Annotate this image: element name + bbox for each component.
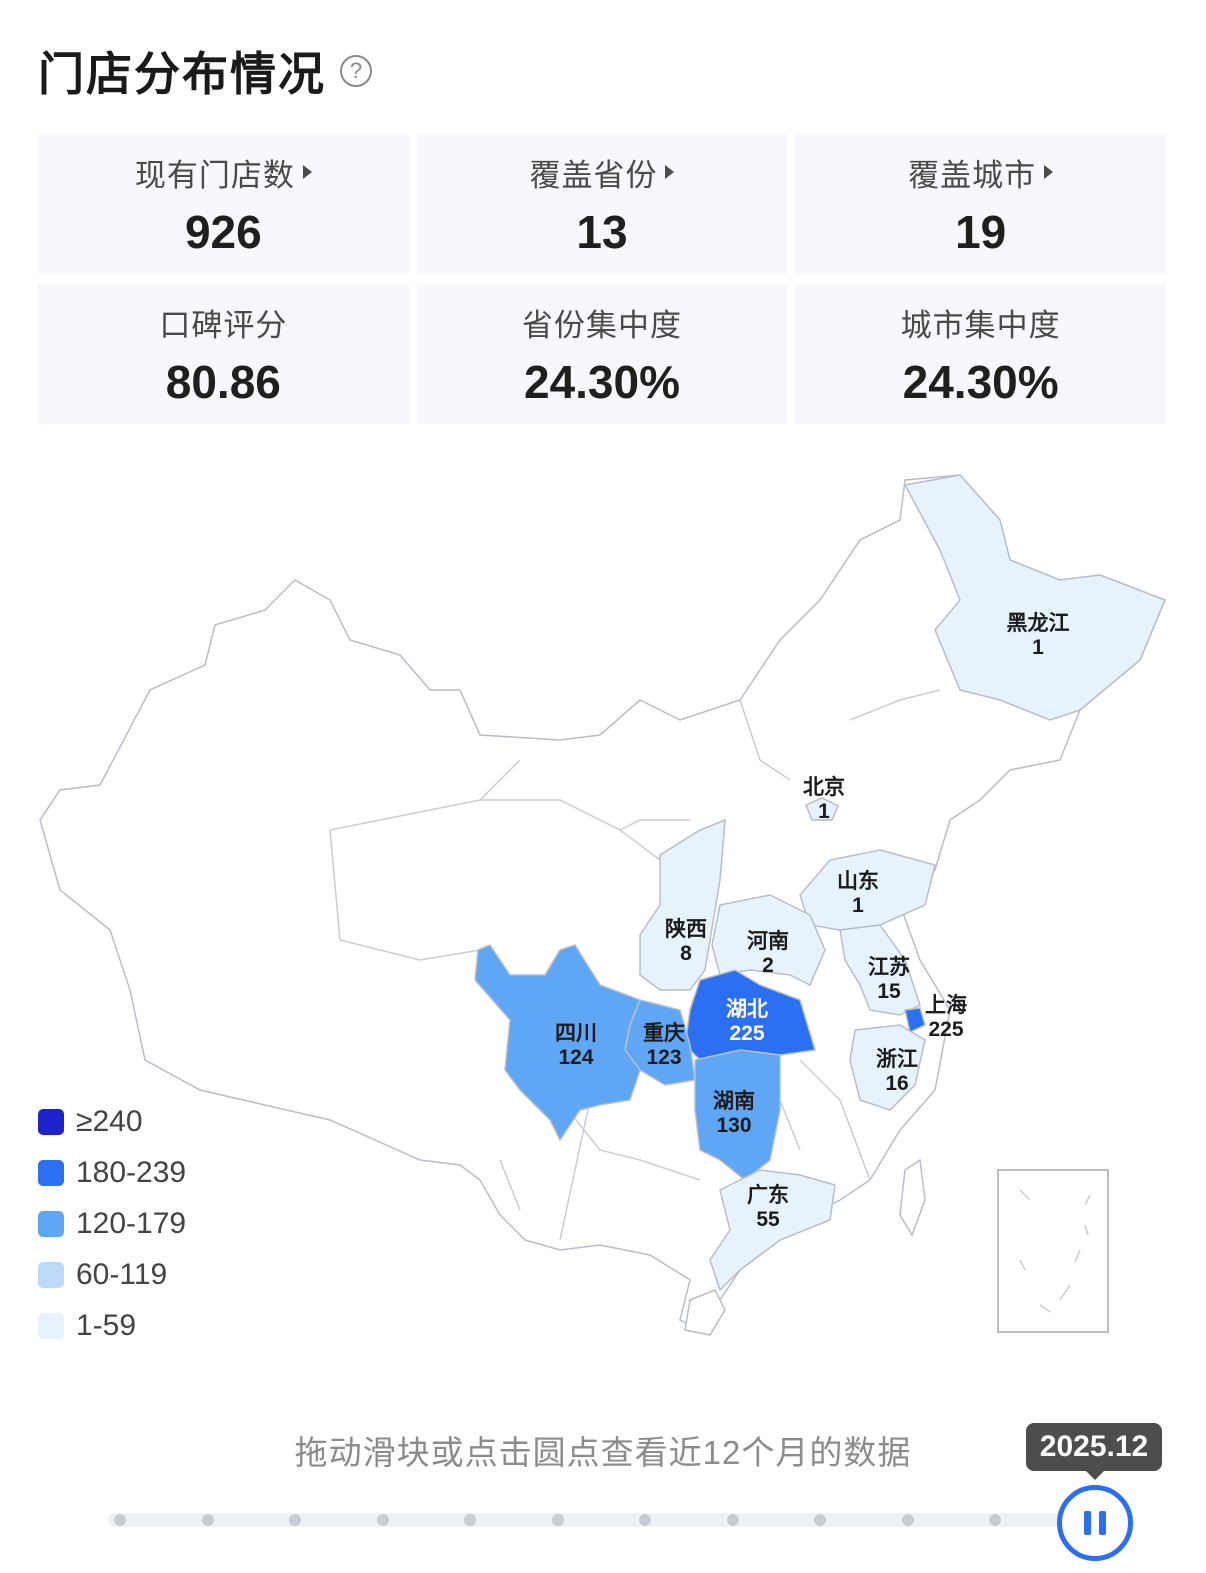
- stat-label: 覆盖城市: [908, 157, 1037, 193]
- legend-item[interactable]: 180-239: [38, 1147, 186, 1198]
- month-dot[interactable]: [639, 1514, 651, 1526]
- stat-label: 覆盖省份: [529, 157, 658, 193]
- stat-value: 926: [184, 205, 262, 258]
- month-dot[interactable]: [201, 1514, 214, 1526]
- month-dot[interactable]: [814, 1514, 826, 1526]
- map-svg: [39, 474, 1166, 1336]
- legend-item[interactable]: ≥240: [38, 1096, 186, 1147]
- province-guangdong[interactable]: [709, 1169, 836, 1292]
- province-label-shandong: 山东 1: [837, 870, 879, 917]
- month-dot[interactable]: [289, 1514, 301, 1526]
- stats-grid: 现有门店数 926 覆盖省份 13 覆盖城市 19 口碑评分 80.86 省份集…: [38, 134, 1166, 424]
- stat-label: 省份集中度: [521, 307, 682, 343]
- province-taiwan: [899, 1158, 926, 1237]
- province-label-henan: 河南 2: [747, 930, 789, 977]
- pause-icon: [1084, 1511, 1091, 1535]
- help-icon[interactable]: ?: [340, 55, 372, 87]
- map-outline: [39, 474, 1166, 1331]
- legend-swatch: [38, 1312, 64, 1339]
- province-shaanxi[interactable]: [639, 818, 726, 991]
- province-label-shanghai: 上海 225: [925, 994, 967, 1041]
- stat-value: 24.30%: [902, 355, 1059, 408]
- month-dot[interactable]: [989, 1514, 1001, 1526]
- legend-swatch: [38, 1210, 64, 1237]
- legend-swatch: [38, 1261, 64, 1288]
- province-henan[interactable]: [711, 894, 826, 987]
- caret-right-icon: [665, 165, 675, 179]
- province-heilongjiang[interactable]: [903, 474, 1166, 721]
- stat-value: 13: [576, 205, 628, 258]
- province-label-jiangsu: 江苏 15: [868, 956, 910, 1003]
- province-shanghai[interactable]: [904, 1007, 926, 1034]
- stat-province-concentration: 省份集中度 24.30%: [416, 284, 788, 424]
- province-zhejiang[interactable]: [849, 1024, 926, 1111]
- stat-city-concentration: 城市集中度 24.30%: [795, 284, 1166, 424]
- timeline-hint: 拖动滑块或点击圆点查看近12个月的数据: [294, 1434, 912, 1471]
- month-dot[interactable]: [901, 1514, 914, 1526]
- province-hainan: [684, 1289, 726, 1336]
- legend-item[interactable]: 1-59: [38, 1300, 186, 1351]
- stat-province-count[interactable]: 覆盖省份 13: [416, 134, 788, 274]
- legend-swatch: [38, 1159, 64, 1186]
- stat-value: 19: [955, 205, 1007, 258]
- province-hunan[interactable]: [694, 1049, 781, 1181]
- province-label-sichuan: 四川 124: [555, 1022, 597, 1069]
- province-label-guangdong: 广东 55: [747, 1184, 789, 1231]
- stat-rating: 口碑评分 80.86: [38, 284, 409, 424]
- current-month-badge: 2025.12: [1026, 1423, 1162, 1480]
- china-map[interactable]: 黑龙江 1 北京 1 山东 1 陕西 8 河南 2 江苏 15 湖北 225 上海 225 四川…: [0, 460, 1206, 1360]
- legend-item[interactable]: 120-179: [38, 1198, 186, 1249]
- month-dot[interactable]: [114, 1514, 126, 1526]
- province-sichuan[interactable]: [474, 944, 641, 1142]
- month-dot[interactable]: [551, 1514, 564, 1526]
- stat-store-count[interactable]: 现有门店数 926: [38, 134, 409, 274]
- stat-city-count[interactable]: 覆盖城市 19: [795, 134, 1166, 274]
- province-label-heilongjiang: 黑龙江 1: [1006, 612, 1070, 659]
- stat-value: 80.86: [165, 355, 281, 408]
- stat-label: 现有门店数: [134, 157, 295, 193]
- month-slider[interactable]: [108, 1510, 1138, 1530]
- province-jiangsu[interactable]: [839, 924, 921, 1016]
- pause-button[interactable]: [1057, 1485, 1133, 1561]
- province-label-hunan: 湖南 130: [713, 1090, 755, 1137]
- page-title: 门店分布情况: [38, 48, 326, 100]
- legend-item[interactable]: 60-119: [38, 1249, 186, 1300]
- stat-label: 口碑评分: [159, 307, 288, 343]
- caret-right-icon: [1044, 165, 1054, 179]
- legend-swatch: [38, 1108, 64, 1135]
- province-label-beijing: 北京 1: [803, 776, 845, 823]
- slider-track[interactable]: [108, 1513, 1108, 1527]
- month-dot[interactable]: [726, 1514, 739, 1526]
- south-china-sea-inset: [997, 1169, 1109, 1333]
- month-dot[interactable]: [376, 1514, 389, 1526]
- map-legend: ≥240 180-239 120-179 60-119 1-59: [38, 1096, 186, 1351]
- province-label-chongqing: 重庆 123: [643, 1022, 685, 1069]
- pause-icon: [1099, 1511, 1106, 1535]
- province-label-hubei: 湖北 225: [726, 998, 768, 1045]
- caret-right-icon: [302, 165, 312, 179]
- province-shandong[interactable]: [799, 849, 936, 931]
- page-title-row: 门店分布情况 ?: [38, 38, 372, 104]
- month-dot[interactable]: [464, 1514, 476, 1526]
- province-borders: [329, 689, 941, 1241]
- stat-label: 城市集中度: [900, 307, 1061, 343]
- inset-islands: [1019, 1189, 1091, 1313]
- stat-value: 24.30%: [523, 355, 680, 408]
- province-label-zhejiang: 浙江 16: [876, 1048, 918, 1095]
- province-beijing[interactable]: [805, 797, 839, 821]
- province-label-shaanxi: 陕西 8: [665, 918, 707, 965]
